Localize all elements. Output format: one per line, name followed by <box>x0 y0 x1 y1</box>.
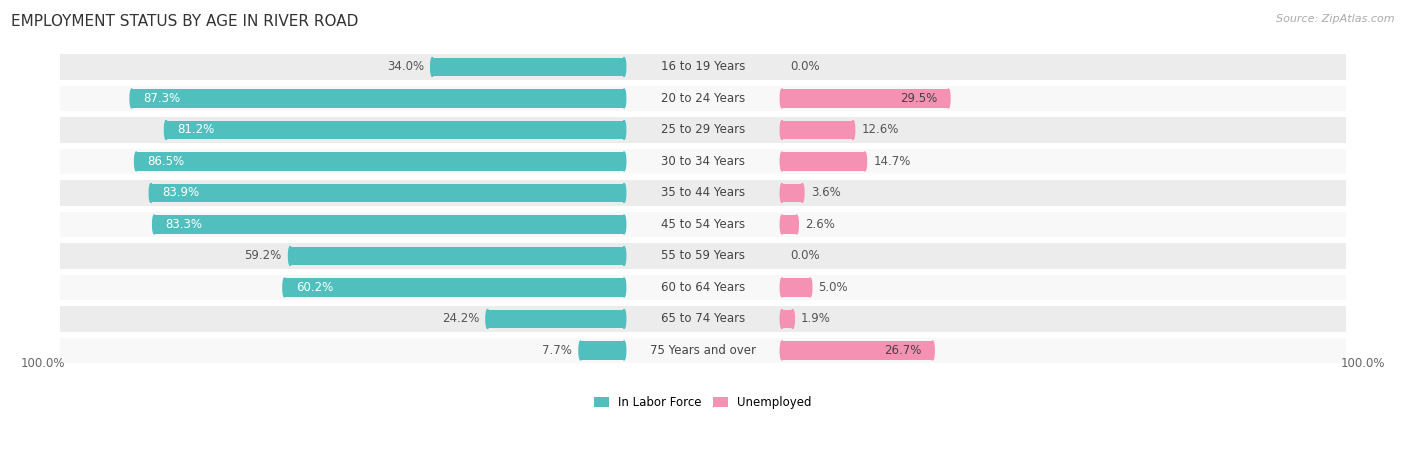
Bar <box>60 338 1346 363</box>
Text: 3.6%: 3.6% <box>811 186 841 199</box>
Text: 30 to 34 Years: 30 to 34 Years <box>661 155 745 168</box>
Bar <box>60 180 1346 206</box>
Circle shape <box>579 341 582 360</box>
Bar <box>166 121 624 140</box>
Text: 34.0%: 34.0% <box>387 60 423 73</box>
Circle shape <box>851 121 855 140</box>
Bar <box>782 184 803 202</box>
Circle shape <box>129 89 134 108</box>
Circle shape <box>780 89 783 108</box>
Circle shape <box>153 215 156 234</box>
Text: 7.7%: 7.7% <box>543 344 572 357</box>
Bar <box>132 89 624 108</box>
Text: 1.9%: 1.9% <box>801 312 831 325</box>
Circle shape <box>623 58 626 76</box>
Circle shape <box>780 152 783 171</box>
Text: 65 to 74 Years: 65 to 74 Years <box>661 312 745 325</box>
Text: 12.6%: 12.6% <box>862 123 898 136</box>
Circle shape <box>792 310 794 328</box>
Bar <box>60 148 1346 175</box>
Text: 60 to 64 Years: 60 to 64 Years <box>661 281 745 294</box>
Circle shape <box>931 341 934 360</box>
Circle shape <box>430 58 434 76</box>
Circle shape <box>794 215 799 234</box>
Text: 75 Years and over: 75 Years and over <box>650 344 756 357</box>
Circle shape <box>780 121 783 140</box>
Circle shape <box>165 121 167 140</box>
Legend: In Labor Force, Unemployed: In Labor Force, Unemployed <box>589 391 817 414</box>
Circle shape <box>780 341 783 360</box>
Bar <box>150 184 624 202</box>
Circle shape <box>623 152 626 171</box>
Circle shape <box>623 247 626 266</box>
Text: 86.5%: 86.5% <box>148 155 184 168</box>
Text: 87.3%: 87.3% <box>143 92 180 105</box>
Text: 59.2%: 59.2% <box>245 249 281 262</box>
Bar <box>581 341 624 360</box>
Text: 60.2%: 60.2% <box>295 281 333 294</box>
Circle shape <box>623 310 626 328</box>
Text: 83.3%: 83.3% <box>166 218 202 231</box>
Circle shape <box>486 310 489 328</box>
Bar <box>284 278 624 297</box>
Circle shape <box>780 310 783 328</box>
Circle shape <box>623 89 626 108</box>
Bar <box>60 274 1346 300</box>
Circle shape <box>623 278 626 297</box>
Bar <box>782 278 810 297</box>
Circle shape <box>946 89 950 108</box>
Bar <box>782 215 797 234</box>
Bar <box>60 212 1346 238</box>
Bar <box>136 152 624 171</box>
Text: 25 to 29 Years: 25 to 29 Years <box>661 123 745 136</box>
Circle shape <box>623 121 626 140</box>
Text: 45 to 54 Years: 45 to 54 Years <box>661 218 745 231</box>
Circle shape <box>780 184 783 202</box>
Text: 20 to 24 Years: 20 to 24 Years <box>661 92 745 105</box>
Circle shape <box>623 184 626 202</box>
Bar <box>60 86 1346 112</box>
Bar <box>782 89 948 108</box>
Circle shape <box>780 215 783 234</box>
Text: 55 to 59 Years: 55 to 59 Years <box>661 249 745 262</box>
Text: 100.0%: 100.0% <box>21 357 65 370</box>
Circle shape <box>288 247 292 266</box>
Text: 26.7%: 26.7% <box>884 344 921 357</box>
Text: 0.0%: 0.0% <box>790 60 820 73</box>
Bar <box>782 341 932 360</box>
Text: Source: ZipAtlas.com: Source: ZipAtlas.com <box>1277 14 1395 23</box>
Circle shape <box>135 152 138 171</box>
Text: 100.0%: 100.0% <box>1341 357 1385 370</box>
Text: 24.2%: 24.2% <box>441 312 479 325</box>
Circle shape <box>780 278 783 297</box>
Text: 83.9%: 83.9% <box>162 186 200 199</box>
Text: 0.0%: 0.0% <box>790 249 820 262</box>
Bar <box>60 54 1346 80</box>
Bar <box>60 243 1346 269</box>
Text: 14.7%: 14.7% <box>873 155 911 168</box>
Bar <box>60 306 1346 332</box>
Text: EMPLOYMENT STATUS BY AGE IN RIVER ROAD: EMPLOYMENT STATUS BY AGE IN RIVER ROAD <box>11 14 359 28</box>
Bar <box>782 310 793 328</box>
Bar <box>432 58 624 76</box>
Bar <box>488 310 624 328</box>
Circle shape <box>863 152 866 171</box>
Text: 29.5%: 29.5% <box>900 92 936 105</box>
Circle shape <box>283 278 287 297</box>
Bar <box>60 117 1346 143</box>
Bar <box>155 215 624 234</box>
Circle shape <box>623 215 626 234</box>
Bar <box>782 121 853 140</box>
Text: 5.0%: 5.0% <box>818 281 848 294</box>
Text: 16 to 19 Years: 16 to 19 Years <box>661 60 745 73</box>
Circle shape <box>623 341 626 360</box>
Text: 81.2%: 81.2% <box>177 123 215 136</box>
Bar <box>290 247 624 266</box>
Circle shape <box>808 278 811 297</box>
Text: 2.6%: 2.6% <box>806 218 835 231</box>
Circle shape <box>149 184 153 202</box>
Bar <box>782 152 865 171</box>
Circle shape <box>800 184 804 202</box>
Text: 35 to 44 Years: 35 to 44 Years <box>661 186 745 199</box>
